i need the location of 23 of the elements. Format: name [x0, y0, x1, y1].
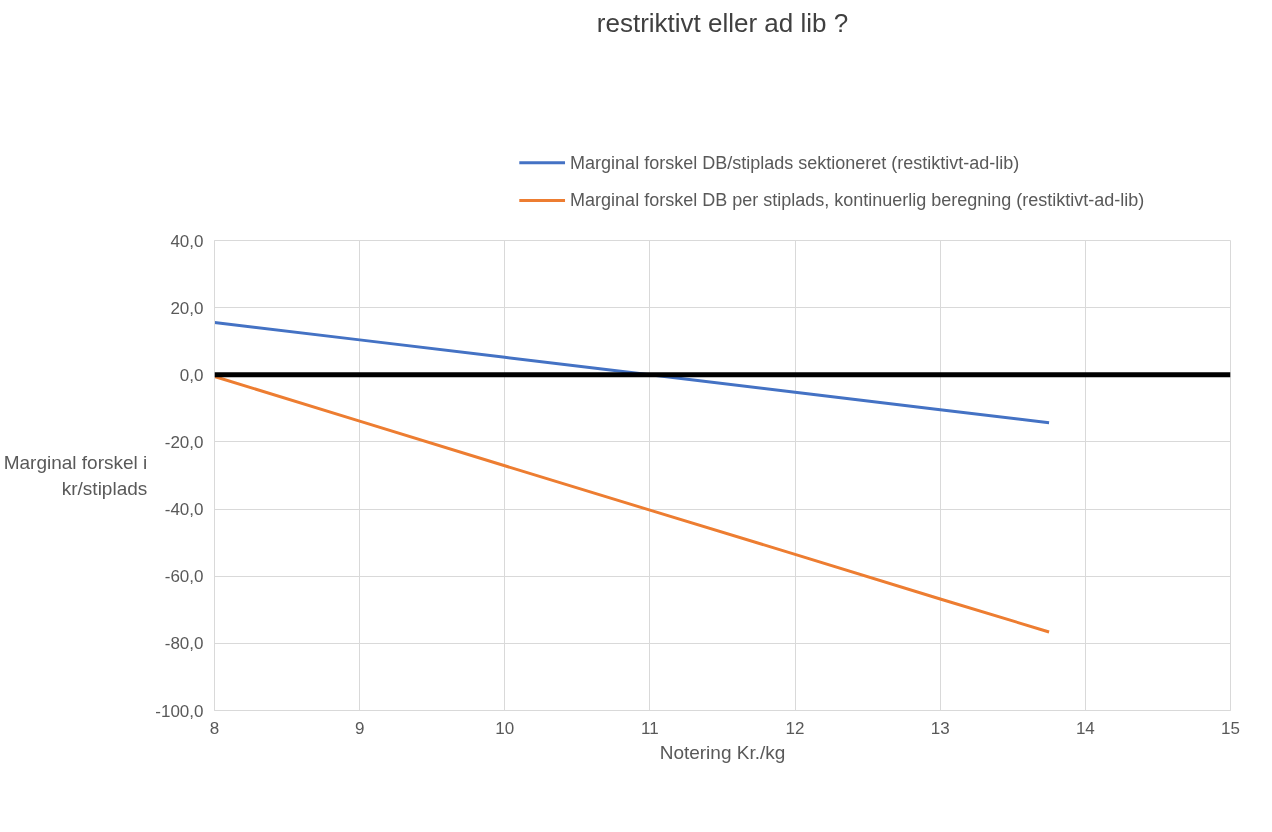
y-tick-label: -40,0	[164, 500, 204, 520]
legend-label: Marginal forskel DB per stiplads, kontinuerlig beregning (restiktivt-ad-lib)	[570, 190, 1145, 211]
y-tick-label: -60,0	[164, 567, 204, 587]
chart-title: restriktivt eller ad lib ?	[596, 7, 849, 38]
y-axis-title: Marginal forskel i kr/stiplads	[3, 452, 148, 499]
x-axis-title: Notering Kr./kg	[659, 741, 786, 763]
x-tick-label: 14	[1075, 718, 1095, 738]
y-tick-label: 0,0	[179, 365, 204, 385]
line-series	[214, 320, 1051, 425]
x-tick-label: 11	[641, 718, 659, 738]
x-tick-label: 15	[1221, 718, 1240, 738]
y-tick-label: -20,0	[164, 432, 204, 452]
x-tick-label: 10	[495, 718, 515, 738]
x-tick-label: 12	[785, 718, 805, 738]
y-tick-label: 40,0	[170, 231, 204, 251]
x-tick-label: 8	[209, 718, 220, 738]
line-series	[214, 374, 1051, 634]
x-tick-label: 9	[354, 718, 365, 738]
y-tick-label: -100,0	[155, 701, 204, 721]
x-tick-label: 13	[930, 718, 950, 738]
y-tick-label: 20,0	[170, 298, 204, 318]
legend-label: Marginal forskel DB/stiplads sektioneret (restiktivt-ad-lib)	[570, 152, 1020, 173]
y-tick-label: -80,0	[164, 634, 204, 654]
